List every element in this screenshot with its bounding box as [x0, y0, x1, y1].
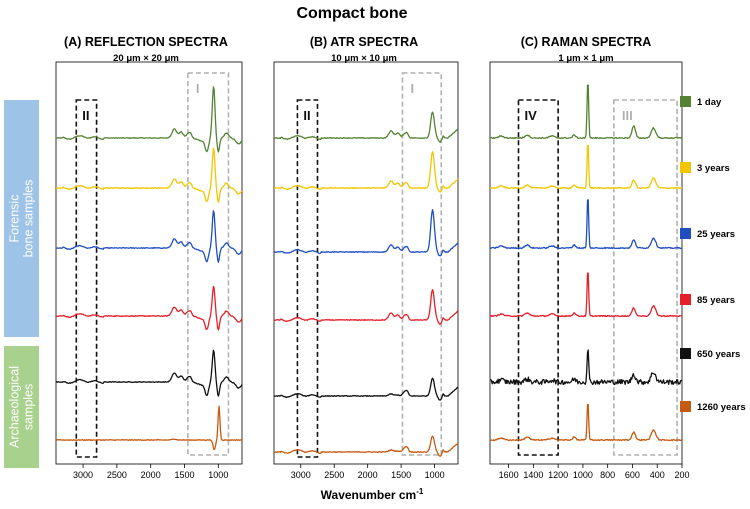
- spectrum-650-years-panel-1: [55, 349, 243, 397]
- legend-swatch-1-day: [680, 96, 691, 107]
- panel-title: (C) RAMAN SPECTRA: [521, 35, 652, 49]
- x-tick-label: 1400: [523, 470, 543, 480]
- spectrum-3-years-panel-1: [56, 147, 243, 203]
- x-tick-label: 1200: [548, 470, 568, 480]
- x-tick-label: 1000: [208, 470, 228, 480]
- region-label-iii: III: [622, 108, 633, 123]
- region-label-i: I: [410, 81, 414, 96]
- panel-2: (B) ATR SPECTRA 10 μm × 10 μm 3000 2500 2000…: [273, 35, 459, 480]
- region-box-iii: [613, 99, 678, 456]
- legend-swatch-650-years: [680, 348, 691, 359]
- region-label-ii: II: [82, 108, 89, 123]
- panel-title: (B) ATR SPECTRA: [310, 35, 418, 49]
- spectrum-3-years-panel-3: [489, 144, 683, 190]
- x-tick-label: 2500: [324, 470, 344, 480]
- region-box-ii: [296, 99, 319, 458]
- x-tick-label: 2000: [141, 470, 161, 480]
- x-axis-label: Wavenumber cm-1: [321, 487, 424, 502]
- figure-title: Compact bone: [296, 5, 407, 22]
- legend-swatch-25-years: [680, 228, 691, 239]
- spectrum-85-years-panel-1: [56, 285, 243, 331]
- x-tick-label: 3000: [73, 470, 93, 480]
- x-tick-label: 200: [674, 470, 689, 480]
- region-box-iv: [517, 99, 559, 456]
- panel-subtitle: 10 μm × 10 μm: [331, 53, 397, 64]
- x-tick-label: 800: [600, 470, 615, 480]
- x-tick-label: 1500: [391, 470, 411, 480]
- legend-swatch-3-years: [680, 162, 691, 173]
- legend-swatch-1260-years: [680, 401, 691, 412]
- group-band-1: [4, 100, 39, 337]
- region-label-iv: IV: [524, 108, 537, 123]
- spectrum-650-years-panel-3: [489, 349, 683, 386]
- legend-label-3-years: 3 years: [697, 163, 730, 174]
- legend-swatch-85-years: [680, 294, 691, 305]
- region-box-i: [401, 72, 443, 456]
- x-tick-label: 2000: [358, 470, 378, 480]
- spectrum-85-years-panel-2: [273, 289, 459, 325]
- x-tick-label: 3000: [291, 470, 311, 480]
- x-tick-label: 2500: [107, 470, 127, 480]
- spectrum-1260-years-panel-3: [489, 403, 683, 442]
- panel-frame: [489, 61, 683, 465]
- panel-subtitle: 20 μm × 20 μm: [113, 53, 179, 64]
- region-box-i: [187, 72, 230, 456]
- panel-title: (A) REFLECTION SPECTRA: [64, 35, 228, 49]
- spectrum-25-years-panel-3: [489, 199, 683, 250]
- panel-frame: [273, 61, 459, 465]
- x-tick-label: 1500: [174, 470, 194, 480]
- legend-label-85-years: 85 years: [697, 295, 735, 306]
- spectrum-1260-years-panel-1: [55, 405, 243, 451]
- panel-frame: [55, 61, 243, 465]
- group-label-1: Forensicbone samples: [8, 180, 36, 258]
- spectrum-25-years-panel-2: [273, 209, 459, 257]
- panel-subtitle: 1 μm × 1 μm: [558, 53, 613, 64]
- legend-label-650-years: 650 years: [697, 349, 740, 360]
- x-tick-label: 1600: [499, 470, 519, 480]
- region-box-ii: [75, 99, 98, 458]
- group-band-2: [4, 346, 39, 468]
- legend-label-1-day: 1 day: [697, 97, 722, 108]
- spectrum-25-years-panel-1: [55, 210, 243, 263]
- x-tick-label: 600: [625, 470, 640, 480]
- group-label-2: Archaeologicalsamples: [8, 366, 36, 448]
- panel-3: (C) RAMAN SPECTRA 1 μm × 1 μm 1600 1400 1200…: [489, 35, 690, 480]
- spectrum-1-day-panel-3: [489, 84, 683, 140]
- spectrum-650-years-panel-2: [273, 377, 459, 401]
- x-tick-label: 1000: [425, 470, 445, 480]
- panel-1: (A) REFLECTION SPECTRA 20 μm × 20 μm 3000 2…: [55, 35, 243, 480]
- legend-label-25-years: 25 years: [697, 229, 735, 240]
- x-tick-label: 400: [650, 470, 665, 480]
- region-label-ii: II: [303, 108, 310, 123]
- x-tick-label: 1000: [573, 470, 593, 480]
- spectrum-3-years-panel-2: [274, 151, 459, 193]
- spectrum-1-day-panel-2: [273, 111, 459, 143]
- spectrum-85-years-panel-3: [489, 272, 683, 318]
- legend-label-1260-years: 1260 years: [697, 402, 746, 413]
- spectrum-1260-years-panel-2: [273, 435, 459, 457]
- region-label-i: I: [196, 81, 200, 96]
- spectrum-1-day-panel-1: [55, 86, 243, 153]
